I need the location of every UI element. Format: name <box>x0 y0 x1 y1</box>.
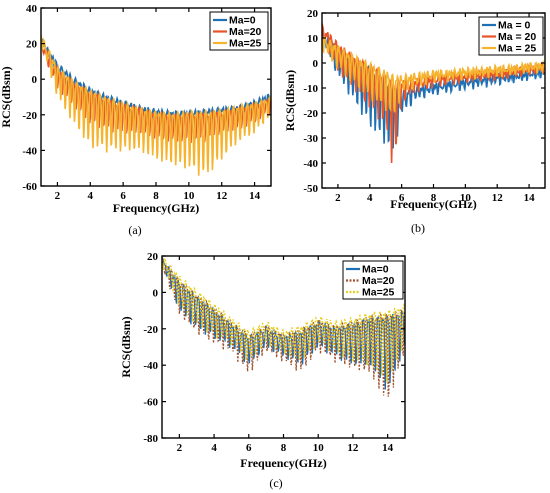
x-axis-label-b: Frequency(GHz) <box>390 197 476 211</box>
x-tick-label-b-5: 12 <box>492 192 504 204</box>
legend-label-c-2: Ma=25 <box>362 287 395 299</box>
x-tick-label-a-1: 4 <box>88 190 94 202</box>
chart-panel-c: 2 4 6 8 10 12 14 -80 -60 -40 -20 0 20 Frequency(GHz) R… <box>119 251 406 490</box>
x-tick-label-b-1: 4 <box>367 192 373 204</box>
x-tick-label-b-6: 14 <box>524 192 536 204</box>
legend-label-c-0: Ma=0 <box>362 264 389 276</box>
chart-panel-b: 2 4 6 8 10 12 14 -50 -40 -30 -20 -10 0 10 20 Frequency(… <box>283 8 546 235</box>
y-tick-label-b-3: -20 <box>303 108 318 120</box>
x-tick-label-c-1: 4 <box>211 442 217 454</box>
y-tick-label-b-5: 0 <box>313 58 319 70</box>
plot-area-a <box>41 34 271 176</box>
x-tick-label-c-6: 14 <box>382 442 394 454</box>
plot-area-c <box>162 256 405 397</box>
x-tick-label-a-0: 2 <box>55 190 61 202</box>
panel-caption-c: (c) <box>269 476 282 490</box>
x-tick-label-c-2: 6 <box>246 442 252 454</box>
series-line-c-0 <box>162 259 405 390</box>
legend-label-b-2: Ma = 25 <box>498 43 536 55</box>
y-axis-label-c: RCS(dBsm) <box>119 316 133 377</box>
x-tick-label-b-0: 2 <box>335 192 341 204</box>
y-tick-label-c-2: -40 <box>143 360 158 372</box>
y-axis-label-a: RCS(dBsm) <box>0 66 13 127</box>
legend-label-c-1: Ma=20 <box>362 275 395 287</box>
x-tick-label-b-3: 8 <box>431 192 437 204</box>
x-tick-label-a-4: 10 <box>183 190 195 202</box>
y-tick-label-c-4: 0 <box>153 287 159 299</box>
x-tick-label-b-2: 6 <box>399 192 405 204</box>
series-line-b-2 <box>322 35 545 113</box>
legend-label-b-1: Ma = 20 <box>498 31 536 43</box>
x-tick-label-c-5: 12 <box>347 442 359 454</box>
y-tick-label-a-0: -60 <box>22 181 37 193</box>
y-tick-label-c-3: -20 <box>143 324 158 336</box>
y-tick-label-a-2: -20 <box>22 110 37 122</box>
y-tick-label-b-7: 20 <box>307 8 319 20</box>
x-tick-label-c-0: 2 <box>177 442 183 454</box>
panel-caption-a: (a) <box>128 223 141 237</box>
y-tick-label-c-0: -80 <box>143 433 158 445</box>
y-tick-label-a-3: 0 <box>32 74 38 86</box>
y-tick-label-b-2: -30 <box>303 133 318 145</box>
series-line-c-2 <box>162 256 405 383</box>
legend-label-b-0: Ma = 0 <box>498 20 531 32</box>
y-tick-label-a-1: -40 <box>22 145 37 157</box>
chart-panel-a: 2 4 6 8 10 12 14 -60 -40 -20 0 20 40 Frequency(GHz) RC… <box>0 3 272 237</box>
y-tick-label-b-6: 10 <box>307 33 319 45</box>
x-tick-label-a-6: 14 <box>249 190 261 202</box>
x-axis-label-c: Frequency(GHz) <box>240 456 326 470</box>
x-tick-label-c-4: 10 <box>313 442 325 454</box>
x-tick-label-a-5: 12 <box>216 190 228 202</box>
y-tick-label-a-5: 40 <box>26 3 38 15</box>
x-tick-label-a-3: 8 <box>153 190 159 202</box>
plot-area-b <box>322 22 545 164</box>
legend-label-a-0: Ma=0 <box>229 15 256 27</box>
y-tick-label-b-4: -10 <box>303 83 318 95</box>
y-tick-label-a-4: 20 <box>26 39 38 51</box>
x-tick-label-a-2: 6 <box>120 190 126 202</box>
y-tick-label-b-1: -40 <box>303 158 318 170</box>
y-tick-label-c-1: -60 <box>143 397 158 409</box>
x-axis-label-a: Frequency(GHz) <box>113 201 199 215</box>
panel-caption-b: (b) <box>411 221 425 235</box>
x-tick-label-c-3: 8 <box>281 442 287 454</box>
y-tick-label-c-5: 20 <box>147 251 159 263</box>
legend-label-a-2: Ma=25 <box>229 38 262 50</box>
x-tick-label-b-4: 10 <box>460 192 472 204</box>
series-line-a-2 <box>41 34 271 176</box>
legend-label-a-1: Ma=20 <box>229 26 262 38</box>
y-tick-label-b-0: -50 <box>303 183 318 195</box>
y-axis-label-b: RCS(dBsm) <box>283 70 297 131</box>
